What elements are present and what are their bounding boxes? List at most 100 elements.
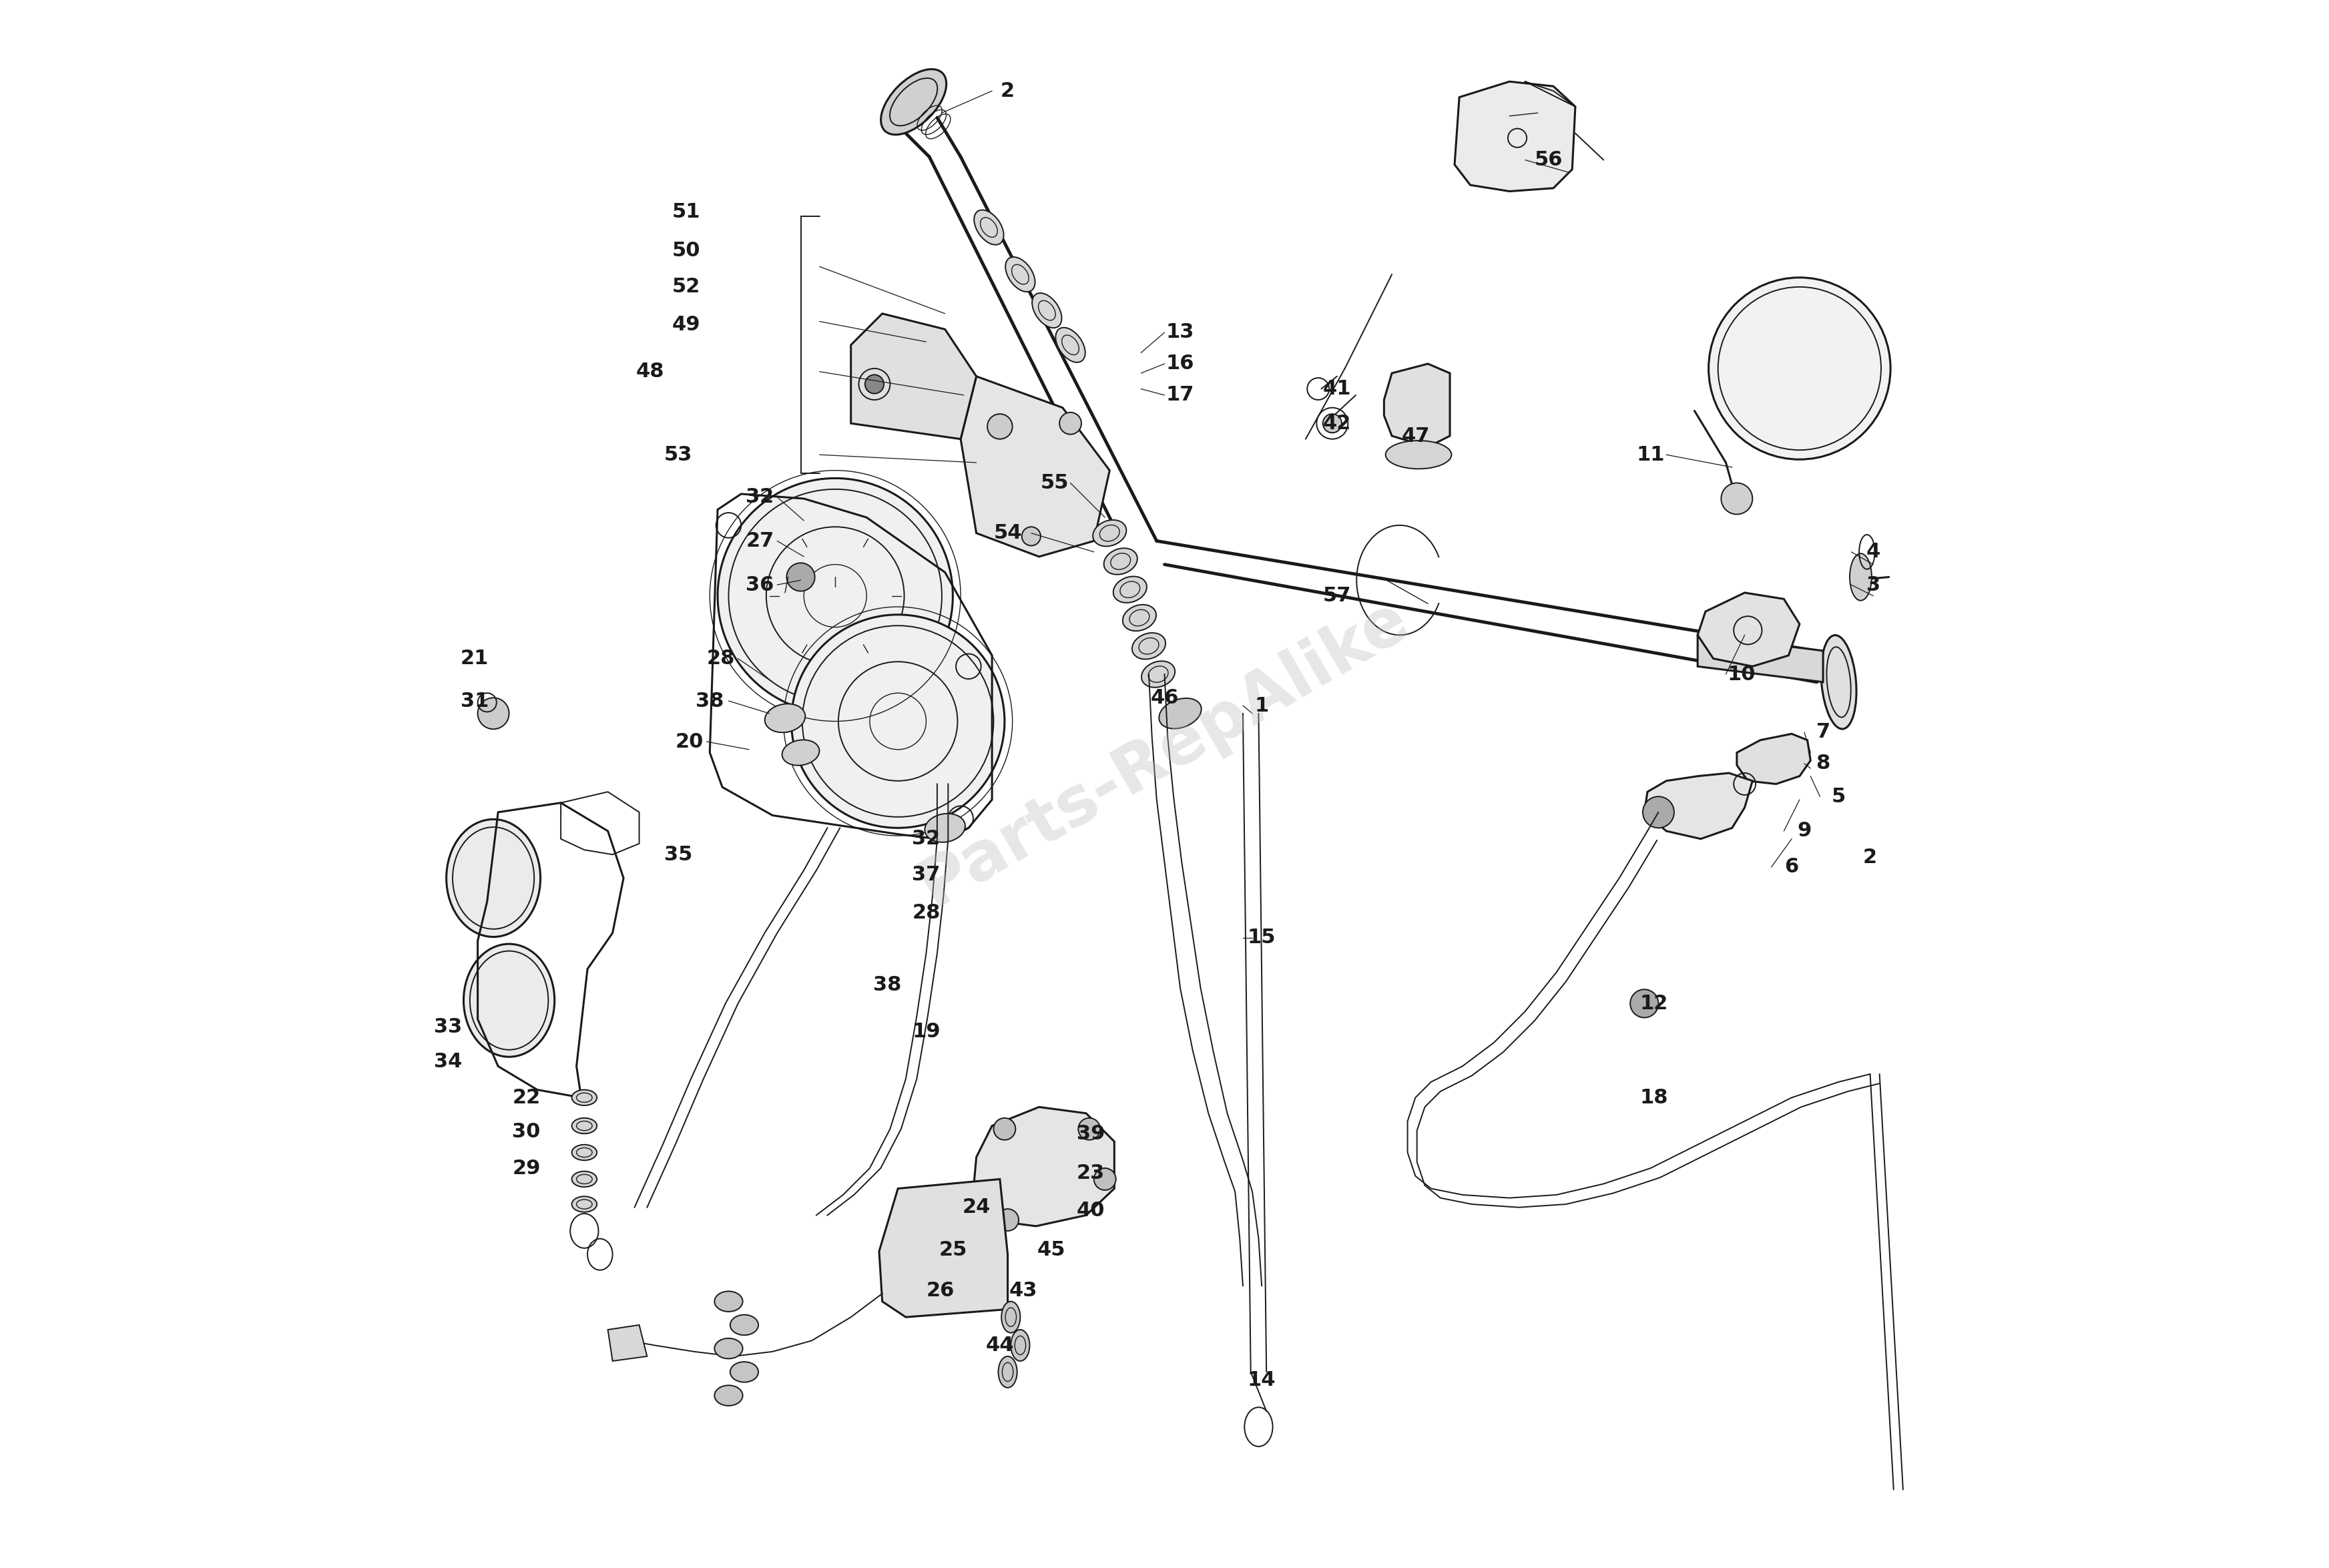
Ellipse shape — [1113, 577, 1146, 602]
Text: 2: 2 — [1001, 82, 1015, 100]
Circle shape — [1709, 278, 1891, 459]
Ellipse shape — [1132, 633, 1164, 659]
Text: 23: 23 — [1076, 1163, 1104, 1182]
Text: 49: 49 — [673, 315, 701, 334]
Text: 40: 40 — [1076, 1201, 1104, 1220]
Circle shape — [994, 1118, 1015, 1140]
Text: 30: 30 — [512, 1123, 540, 1142]
Text: 32: 32 — [913, 829, 941, 848]
Ellipse shape — [999, 1356, 1018, 1388]
Circle shape — [1060, 412, 1081, 434]
Polygon shape — [974, 1107, 1113, 1226]
Polygon shape — [1456, 82, 1574, 191]
Ellipse shape — [715, 1338, 743, 1358]
Text: 20: 20 — [675, 732, 703, 751]
Circle shape — [997, 1209, 1018, 1231]
Text: 38: 38 — [873, 975, 901, 994]
Ellipse shape — [1821, 635, 1856, 729]
Ellipse shape — [573, 1118, 596, 1134]
Text: 57: 57 — [1323, 586, 1351, 605]
Text: 18: 18 — [1640, 1088, 1668, 1107]
Ellipse shape — [1386, 441, 1451, 469]
Text: 3: 3 — [1866, 575, 1880, 594]
Text: 38: 38 — [696, 691, 724, 710]
Text: 1: 1 — [1255, 696, 1269, 715]
Text: 7: 7 — [1817, 723, 1831, 742]
Ellipse shape — [880, 69, 946, 135]
Circle shape — [1642, 797, 1675, 828]
Text: 25: 25 — [939, 1240, 967, 1259]
Polygon shape — [960, 376, 1109, 557]
Text: 44: 44 — [985, 1336, 1013, 1355]
Circle shape — [1721, 483, 1751, 514]
Text: 10: 10 — [1728, 665, 1756, 684]
Text: 27: 27 — [745, 532, 773, 550]
Ellipse shape — [573, 1145, 596, 1160]
Text: 22: 22 — [512, 1088, 540, 1107]
Text: 5: 5 — [1831, 787, 1847, 806]
Text: 39: 39 — [1076, 1124, 1104, 1143]
Ellipse shape — [715, 1290, 743, 1311]
Polygon shape — [1698, 593, 1800, 666]
Ellipse shape — [1141, 662, 1176, 687]
Text: 52: 52 — [673, 278, 701, 296]
Text: 54: 54 — [994, 524, 1022, 543]
Text: 32: 32 — [745, 488, 773, 506]
Polygon shape — [878, 1179, 1008, 1317]
Ellipse shape — [715, 1386, 743, 1405]
Text: 14: 14 — [1248, 1370, 1276, 1389]
Ellipse shape — [974, 210, 1004, 245]
Text: 42: 42 — [1323, 414, 1351, 433]
Polygon shape — [1698, 635, 1824, 682]
Text: 31: 31 — [461, 691, 489, 710]
Ellipse shape — [764, 704, 806, 732]
Circle shape — [1095, 1168, 1116, 1190]
Circle shape — [1078, 1118, 1099, 1140]
Ellipse shape — [1032, 293, 1062, 328]
Ellipse shape — [1092, 521, 1127, 546]
Text: 33: 33 — [433, 1018, 461, 1036]
Text: 28: 28 — [913, 903, 941, 922]
Text: 46: 46 — [1151, 688, 1178, 707]
Polygon shape — [850, 314, 976, 439]
Text: 9: 9 — [1798, 822, 1812, 840]
Text: 29: 29 — [512, 1159, 540, 1178]
Text: 34: 34 — [433, 1052, 461, 1071]
Text: 36: 36 — [745, 575, 773, 594]
Polygon shape — [1383, 364, 1451, 447]
Ellipse shape — [1006, 257, 1034, 292]
Ellipse shape — [1104, 549, 1137, 574]
Ellipse shape — [573, 1171, 596, 1187]
Circle shape — [787, 563, 815, 591]
Text: 56: 56 — [1535, 151, 1563, 169]
Ellipse shape — [1001, 1301, 1020, 1333]
Text: 28: 28 — [706, 649, 736, 668]
Text: 15: 15 — [1248, 928, 1276, 947]
Text: 4: 4 — [1866, 543, 1880, 561]
Polygon shape — [1644, 773, 1751, 839]
Circle shape — [717, 478, 953, 713]
Circle shape — [987, 414, 1013, 439]
Text: 55: 55 — [1041, 474, 1069, 492]
Text: 45: 45 — [1036, 1240, 1067, 1259]
Circle shape — [1323, 414, 1342, 433]
Text: 8: 8 — [1817, 754, 1831, 773]
Text: 35: 35 — [664, 845, 692, 864]
Text: Parts-RepAlike: Parts-RepAlike — [908, 586, 1421, 919]
Text: 12: 12 — [1640, 994, 1668, 1013]
Ellipse shape — [1849, 554, 1873, 601]
Text: 13: 13 — [1167, 323, 1195, 342]
Text: 2: 2 — [1863, 848, 1877, 867]
Text: 26: 26 — [927, 1281, 955, 1300]
Text: 19: 19 — [913, 1022, 941, 1041]
Ellipse shape — [1011, 1330, 1029, 1361]
Ellipse shape — [447, 818, 540, 938]
Polygon shape — [1737, 734, 1810, 784]
Circle shape — [864, 375, 883, 394]
Ellipse shape — [925, 814, 964, 842]
Text: 41: 41 — [1323, 379, 1351, 398]
Ellipse shape — [731, 1361, 759, 1383]
Text: 51: 51 — [673, 202, 701, 221]
Text: 43: 43 — [1008, 1281, 1036, 1300]
Text: 24: 24 — [962, 1198, 990, 1217]
